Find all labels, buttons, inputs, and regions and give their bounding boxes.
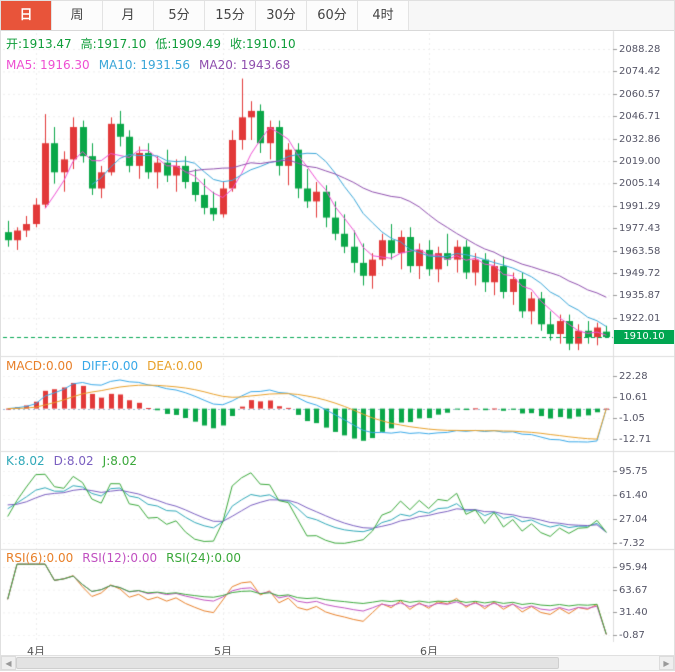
rsi-value-0: RSI(6):0.00 <box>6 551 74 565</box>
rsi-value-2: RSI(24):0.00 <box>166 551 242 565</box>
ohlc-info: 开:1913.47 高:1917.10 低:1909.49 收:1910.10 <box>6 35 305 52</box>
macd-header: MACD:0.00 DIFF:0.00 DEA:0.00 <box>6 359 212 373</box>
main-y-axis-label: 1991.29 <box>619 201 661 212</box>
horizontal-scrollbar[interactable]: ◀ ▶ <box>1 655 674 670</box>
rsi-axis-label: 31.40 <box>619 607 648 618</box>
main-y-axis-label: 1922.01 <box>619 313 661 324</box>
tab-30m[interactable]: 30分 <box>256 1 307 30</box>
macd-axis-label: 10.61 <box>619 392 648 403</box>
x-axis-month-label: 5月 <box>214 645 232 658</box>
ohlc-value-2: 低:1909.49 <box>155 37 222 51</box>
kdj-value-0: K:8.02 <box>6 454 45 468</box>
ohlc-value-1: 高:1917.10 <box>80 37 147 51</box>
main-y-axis-label: 1977.43 <box>619 223 661 234</box>
main-y-axis-label: 2019.00 <box>619 156 661 167</box>
ohlc-value-0: 开:1913.47 <box>6 37 72 51</box>
tab-15m[interactable]: 15分 <box>205 1 256 30</box>
macd-axis-label: -12.71 <box>619 434 652 445</box>
x-axis-month-label: 4月 <box>27 645 45 658</box>
main-y-axis-label: 2046.71 <box>619 111 661 122</box>
ma-value-1: MA10: 1931.56 <box>98 58 190 72</box>
main-y-axis-label: 2032.86 <box>619 134 661 145</box>
tab-4h[interactable]: 4时 <box>358 1 409 30</box>
scroll-right-icon[interactable]: ▶ <box>659 656 674 670</box>
macd-value-1: DIFF:0.00 <box>81 359 139 373</box>
tab-5m[interactable]: 5分 <box>154 1 205 30</box>
kdj-axis-label: 61.40 <box>619 490 648 501</box>
rsi-value-1: RSI(12):0.00 <box>82 551 158 565</box>
kdj-value-1: D:8.02 <box>53 454 94 468</box>
rsi-axis-label: -0.87 <box>619 630 645 641</box>
kdj-axis-label: 27.04 <box>619 514 648 525</box>
macd-value-2: DEA:0.00 <box>147 359 203 373</box>
scroll-left-icon[interactable]: ◀ <box>1 656 16 670</box>
main-y-axis-label: 1963.58 <box>619 246 661 257</box>
main-y-axis-label: 2060.57 <box>619 89 661 100</box>
rsi-axis-label: 63.67 <box>619 585 648 596</box>
tab-week[interactable]: 周 <box>52 1 103 30</box>
macd-axis-label: -1.05 <box>619 413 645 424</box>
rsi-header: RSI(6):0.00 RSI(12):0.00 RSI(24):0.00 <box>6 551 250 565</box>
ohlc-value-3: 收:1910.10 <box>230 37 296 51</box>
main-y-axis-label: 2005.14 <box>619 178 661 189</box>
rsi-axis-label: 95.94 <box>619 562 648 573</box>
ma-info: MA5: 1916.30 MA10: 1931.56 MA20: 1943.68 <box>6 58 299 72</box>
tab-month[interactable]: 月 <box>103 1 154 30</box>
kdj-axis-label: -7.32 <box>619 538 645 549</box>
ma-value-0: MA5: 1916.30 <box>6 58 90 72</box>
main-y-axis-label: 2088.28 <box>619 44 661 55</box>
kdj-value-2: J:8.02 <box>102 454 137 468</box>
period-tab-bar: 日周月 5分 15分 30分 60分 4时 <box>1 1 674 31</box>
kdj-axis-label: 95.75 <box>619 466 648 477</box>
x-axis-month-label: 6月 <box>420 645 438 658</box>
ma-value-2: MA20: 1943.68 <box>199 58 291 72</box>
kdj-header: K:8.02 D:8.02 J:8.02 <box>6 454 146 468</box>
macd-value-0: MACD:0.00 <box>6 359 73 373</box>
macd-axis-label: 22.28 <box>619 371 648 382</box>
tab-60m[interactable]: 60分 <box>307 1 358 30</box>
main-y-axis-label: 1949.72 <box>619 268 661 279</box>
last-price-badge: 1910.10 <box>614 330 674 344</box>
main-y-axis-label: 2074.42 <box>619 66 661 77</box>
scrollbar-thumb[interactable] <box>16 657 559 669</box>
tab-day[interactable]: 日 <box>1 1 52 30</box>
main-y-axis-label: 1935.87 <box>619 290 661 301</box>
